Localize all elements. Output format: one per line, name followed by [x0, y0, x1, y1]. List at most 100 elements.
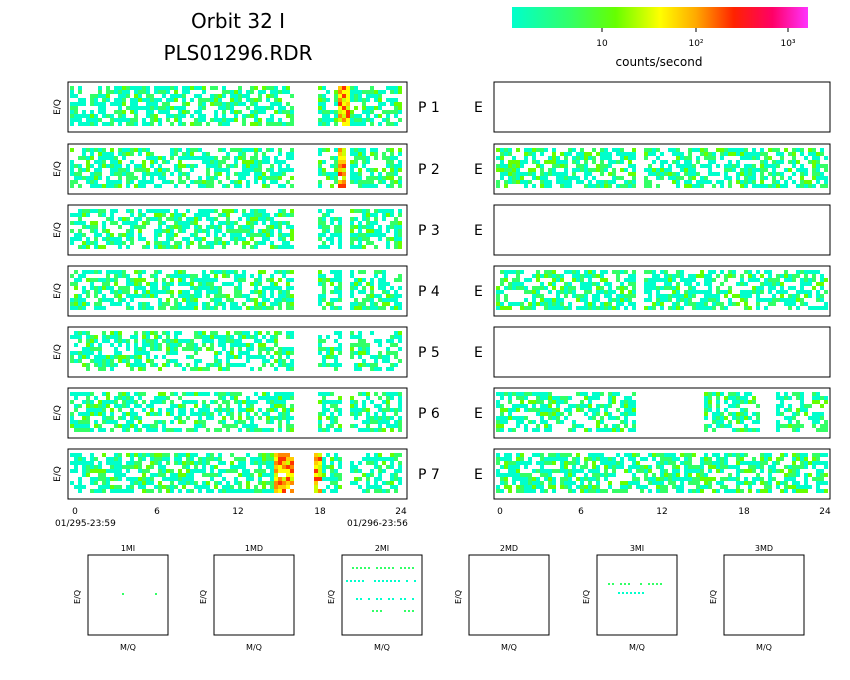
heatmap-cell	[118, 86, 122, 90]
heatmap-cell	[342, 102, 346, 106]
heatmap-cell	[70, 461, 74, 465]
heatmap-cell	[198, 290, 202, 294]
heatmap-cell	[720, 282, 724, 286]
heatmap-cell	[548, 180, 552, 184]
heatmap-cell	[560, 485, 564, 489]
heatmap-cell	[796, 294, 800, 298]
heatmap-cell	[162, 106, 166, 110]
heatmap-cell	[194, 294, 198, 298]
heatmap-cell	[374, 156, 378, 160]
heatmap-cell	[242, 122, 246, 126]
heatmap-cell	[560, 172, 564, 176]
heatmap-cell	[668, 294, 672, 298]
heatmap-cell	[130, 477, 134, 481]
heatmap-cell	[270, 416, 274, 420]
heatmap-cell	[222, 213, 226, 217]
heatmap-cell	[274, 404, 278, 408]
heatmap-cell	[362, 148, 366, 152]
heatmap-cell	[652, 282, 656, 286]
heatmap-cell	[186, 453, 190, 457]
heatmap-cell	[150, 294, 154, 298]
heatmap-cell	[126, 282, 130, 286]
heatmap-cell	[258, 270, 262, 274]
heatmap-cell	[772, 278, 776, 282]
heatmap-cell	[118, 168, 122, 172]
heatmap-cell	[732, 164, 736, 168]
heatmap-cell	[700, 298, 704, 302]
heatmap-cell	[382, 168, 386, 172]
heatmap-cell	[370, 213, 374, 217]
heatmap-cell	[354, 477, 358, 481]
heatmap-cell	[274, 331, 278, 335]
heatmap-cell	[250, 90, 254, 94]
heatmap-cell	[274, 367, 278, 371]
heatmap-cell	[508, 160, 512, 164]
panel-frame	[67, 143, 408, 195]
heatmap-cell	[708, 298, 712, 302]
heatmap-cell	[142, 118, 146, 122]
heatmap-cell	[648, 306, 652, 310]
heatmap-cell	[720, 180, 724, 184]
heatmap-cell	[206, 122, 210, 126]
heatmap-cell	[688, 274, 692, 278]
heatmap-cell	[720, 412, 724, 416]
heatmap-cell	[146, 453, 150, 457]
heatmap-cell	[350, 233, 354, 237]
heatmap-cell	[234, 302, 238, 306]
heatmap-cell	[278, 465, 282, 469]
heatmap-cell	[250, 420, 254, 424]
heatmap-cell	[556, 412, 560, 416]
heatmap-cell	[318, 343, 322, 347]
heatmap-cell	[262, 286, 266, 290]
heatmap-cell	[544, 180, 548, 184]
heatmap-cell	[760, 286, 764, 290]
heatmap-cell	[258, 477, 262, 481]
heatmap-cell	[214, 209, 218, 213]
heatmap-cell	[90, 278, 94, 282]
heatmap-cell	[114, 274, 118, 278]
heatmap-cell	[528, 457, 532, 461]
heatmap-cell	[816, 160, 820, 164]
heatmap-cell	[162, 160, 166, 164]
title-orbit: Orbit 32 I	[191, 9, 285, 33]
heatmap-cell	[82, 233, 86, 237]
heatmap-cell	[378, 428, 382, 432]
heatmap-cell	[632, 302, 636, 306]
heatmap-cell	[122, 359, 126, 363]
heatmap-cell	[86, 278, 90, 282]
heatmap-cell	[736, 152, 740, 156]
heatmap-cell	[756, 184, 760, 188]
heatmap-cell	[812, 416, 816, 420]
heatmap-cell	[508, 469, 512, 473]
heatmap-cell	[246, 168, 250, 172]
heatmap-cell	[198, 225, 202, 229]
heatmap-cell	[504, 465, 508, 469]
heatmap-cell	[90, 180, 94, 184]
heatmap-cell	[150, 176, 154, 180]
heatmap-cell	[568, 286, 572, 290]
heatmap-cell	[154, 278, 158, 282]
heatmap-cell	[218, 461, 222, 465]
heatmap-cell	[250, 408, 254, 412]
heatmap-cell	[126, 172, 130, 176]
heatmap-cell	[688, 152, 692, 156]
heatmap-cell	[254, 485, 258, 489]
heatmap-cell	[704, 290, 708, 294]
heatmap-cell	[556, 298, 560, 302]
heatmap-cell	[382, 420, 386, 424]
heatmap-cell	[394, 485, 398, 489]
heatmap-cell	[500, 412, 504, 416]
heatmap-cell	[358, 477, 362, 481]
heatmap-cell	[708, 282, 712, 286]
heatmap-cell	[150, 404, 154, 408]
heatmap-cell	[732, 270, 736, 274]
heatmap-cell	[138, 396, 142, 400]
heatmap-cell	[278, 237, 282, 241]
heatmap-cell	[668, 168, 672, 172]
heatmap-cell	[114, 221, 118, 225]
heatmap-cell	[174, 453, 178, 457]
heatmap-cell	[386, 359, 390, 363]
heatmap-cell	[358, 168, 362, 172]
heatmap-cell	[504, 453, 508, 457]
heatmap-cell	[178, 213, 182, 217]
